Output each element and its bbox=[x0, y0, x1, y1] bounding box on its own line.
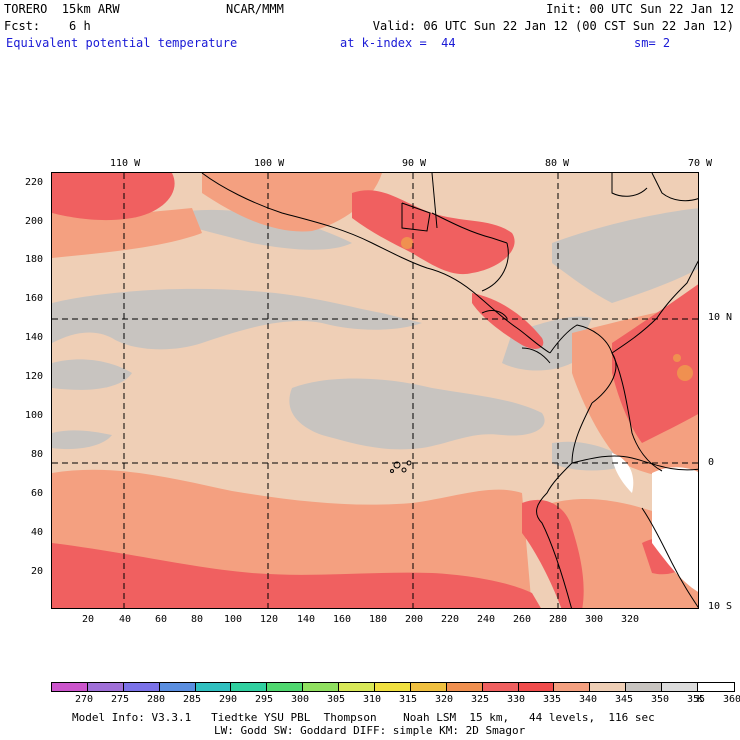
x-tick: 60 bbox=[155, 614, 168, 625]
y-tick: 140 bbox=[25, 332, 44, 343]
y-tick: 80 bbox=[31, 449, 44, 460]
color-bar-label: 330 bbox=[507, 694, 526, 705]
color-bar-swatch bbox=[52, 683, 88, 691]
smoothing-label: sm= 2 bbox=[634, 36, 671, 50]
y-tick: 60 bbox=[31, 488, 44, 499]
lon-label: 110 W bbox=[110, 158, 141, 169]
model-info: Model Info: V3.3.1 Tiedtke YSU PBL Thomp… bbox=[72, 711, 655, 724]
color-bar-swatch bbox=[375, 683, 411, 691]
color-bar-swatch bbox=[267, 683, 304, 691]
x-tick: 160 bbox=[333, 614, 352, 625]
color-bar-swatch bbox=[518, 683, 555, 691]
valid-time: Valid: 06 UTC Sun 22 Jan 12 (00 CST Sun … bbox=[372, 19, 734, 33]
x-tick: 40 bbox=[119, 614, 132, 625]
lat-label: 0 bbox=[708, 457, 715, 468]
color-bar-swatch bbox=[626, 683, 663, 691]
lon-label: 80 W bbox=[545, 158, 570, 169]
lon-label: 90 W bbox=[402, 158, 427, 169]
coastlines-and-borders bbox=[201, 173, 698, 608]
galapagos-islands bbox=[390, 460, 412, 473]
y-tick: 220 bbox=[25, 177, 44, 188]
lon-label: 100 W bbox=[254, 158, 285, 169]
color-bar-label: 285 bbox=[183, 694, 202, 705]
color-bar-swatch bbox=[303, 683, 340, 691]
color-bar-unit: K bbox=[697, 694, 704, 705]
model-title: TORERO 15km ARW bbox=[4, 2, 120, 16]
theta-e-325-330-spots bbox=[401, 237, 693, 381]
physics-info: LW: Godd SW: Goddard DIFF: simple KM: 2D… bbox=[214, 724, 526, 737]
y-tick: 20 bbox=[31, 566, 44, 577]
color-bar-label: 305 bbox=[327, 694, 346, 705]
color-bar-label: 315 bbox=[399, 694, 418, 705]
color-bar-swatch bbox=[339, 683, 376, 691]
color-bar-swatch bbox=[195, 683, 232, 691]
color-bar-label: 275 bbox=[111, 694, 130, 705]
x-tick: 260 bbox=[513, 614, 532, 625]
color-bar-label: 290 bbox=[219, 694, 238, 705]
color-bar-swatch bbox=[410, 683, 447, 691]
y-tick: 120 bbox=[25, 371, 44, 382]
color-bar-swatch bbox=[231, 683, 268, 691]
x-tick: 20 bbox=[82, 614, 95, 625]
y-tick: 180 bbox=[25, 254, 44, 265]
color-bar-swatch bbox=[482, 683, 519, 691]
y-tick: 40 bbox=[31, 527, 44, 538]
lat-label: 10 S bbox=[708, 601, 733, 612]
lat-label: 10 N bbox=[708, 312, 733, 323]
x-tick: 140 bbox=[297, 614, 316, 625]
y-tick: 160 bbox=[25, 293, 44, 304]
map-canvas bbox=[52, 173, 698, 608]
color-bar-label: 360 bbox=[723, 694, 740, 705]
color-bar-swatch bbox=[590, 683, 627, 691]
x-tick: 80 bbox=[191, 614, 204, 625]
color-bar-label: 325 bbox=[471, 694, 490, 705]
color-bar-swatch bbox=[87, 683, 124, 691]
lon-label: 70 W bbox=[688, 158, 713, 169]
y-tick: 200 bbox=[25, 216, 44, 227]
color-bar-label: 300 bbox=[291, 694, 310, 705]
center-label: NCAR/MMM bbox=[226, 2, 284, 16]
color-bar-label: 340 bbox=[579, 694, 598, 705]
color-bar-label: 335 bbox=[543, 694, 562, 705]
forecast-hour: Fcst: 6 h bbox=[4, 19, 91, 33]
init-time: Init: 00 UTC Sun 22 Jan 12 bbox=[546, 2, 734, 16]
level-label: at k-index = 44 bbox=[340, 36, 456, 50]
lat-lon-grid bbox=[52, 173, 698, 608]
y-tick: 100 bbox=[25, 410, 44, 421]
x-tick: 220 bbox=[441, 614, 460, 625]
color-bar bbox=[51, 682, 735, 692]
x-tick: 120 bbox=[260, 614, 279, 625]
color-bar-swatch bbox=[123, 683, 160, 691]
color-bar-label: 345 bbox=[615, 694, 634, 705]
color-bar-label: 270 bbox=[75, 694, 94, 705]
color-bar-swatch bbox=[554, 683, 591, 691]
x-tick: 180 bbox=[369, 614, 388, 625]
x-tick: 100 bbox=[224, 614, 243, 625]
color-bar-swatch bbox=[698, 683, 734, 691]
equivalent-potential-temperature-map bbox=[51, 172, 699, 609]
color-bar-label: 350 bbox=[651, 694, 670, 705]
color-bar-label: 295 bbox=[255, 694, 274, 705]
color-bar-swatch bbox=[159, 683, 196, 691]
x-tick: 320 bbox=[621, 614, 640, 625]
x-tick: 240 bbox=[477, 614, 496, 625]
color-bar-label: 310 bbox=[363, 694, 382, 705]
field-name: Equivalent potential temperature bbox=[6, 36, 238, 50]
color-bar-label: 280 bbox=[147, 694, 166, 705]
color-bar-label: 320 bbox=[435, 694, 454, 705]
x-tick: 200 bbox=[405, 614, 424, 625]
x-tick: 280 bbox=[549, 614, 568, 625]
color-bar-swatch bbox=[662, 683, 699, 691]
color-bar-label: 355 bbox=[687, 694, 706, 705]
x-tick: 300 bbox=[585, 614, 604, 625]
color-bar-swatch bbox=[446, 683, 483, 691]
